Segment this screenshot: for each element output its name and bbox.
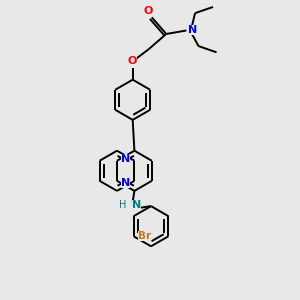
Text: N: N — [132, 200, 141, 210]
Text: Br: Br — [138, 231, 151, 241]
Text: H: H — [119, 200, 127, 210]
Text: N: N — [121, 154, 130, 164]
Text: N: N — [121, 178, 130, 188]
Text: O: O — [128, 56, 137, 66]
Text: O: O — [144, 6, 153, 16]
Text: N: N — [188, 26, 197, 35]
